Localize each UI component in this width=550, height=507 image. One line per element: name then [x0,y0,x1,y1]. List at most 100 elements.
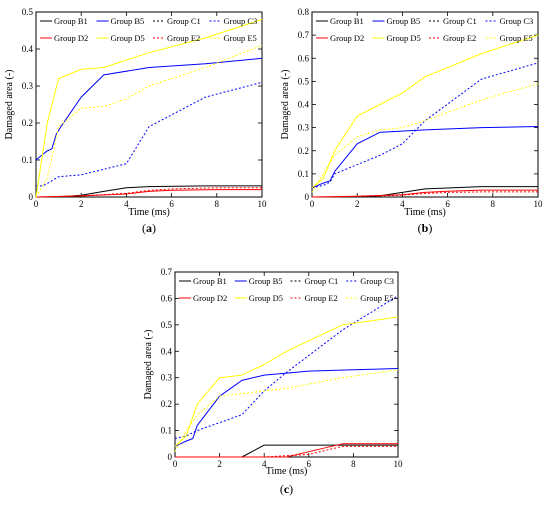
y-tick-label: 0.7 [298,30,310,40]
series-line-group-d5 [174,316,399,447]
plot-frame [35,11,263,198]
legend-label: Group E5 [360,293,393,303]
x-tick-label: 10 [534,199,544,209]
legend-label: Group E2 [305,293,338,303]
series-line-group-e5 [311,83,539,193]
x-tick-label: 2 [79,199,84,209]
plot-frame [174,271,399,458]
series-line-group-b5 [35,57,263,161]
legend-label: Group C3 [224,16,258,26]
series-line-group-e5 [35,44,263,198]
x-tick-label: 2 [355,199,360,209]
y-tick-label: 0.5 [161,320,173,330]
y-tick-label: 0.1 [22,155,33,165]
y-axis-label: Damaged area (-) [143,330,154,400]
y-tick-label: 0.8 [298,7,310,17]
series-line-group-c3 [311,62,539,189]
x-tick-label: 10 [394,459,404,469]
y-tick-label: 0.2 [298,146,309,156]
x-tick-label: 4 [124,199,129,209]
legend-label: Group D5 [249,293,283,303]
legend-label: Group D2 [330,33,364,43]
x-tick-label: 6 [445,199,450,209]
legend-label: Group B5 [387,16,421,26]
panel-caption-close: ) [289,482,293,496]
y-tick-label: 0.1 [298,169,309,179]
series-line-group-e5 [174,369,399,452]
y-tick-label: 0.2 [22,118,33,128]
panel-caption: (a) [142,221,156,235]
y-tick-label: 0.3 [161,373,173,383]
panel-caption: (b) [418,221,433,235]
y-tick-label: 0.1 [161,426,172,436]
legend-label: Group D2 [54,33,88,43]
x-axis-label: Time (ms) [266,466,308,477]
x-tick-label: 0 [173,459,178,469]
legend-label: Group B1 [193,276,227,286]
y-tick-label: 0.6 [298,53,310,63]
series-line-group-b5 [174,368,399,447]
y-tick-label: 0.3 [22,81,34,91]
legend-label: Group B1 [330,16,364,26]
chart-panel-b: 0 2 4 6 8 10 0 0.1 0.2 0.3 0.4 0.5 0.6 0.7 0.8 Time (ms… [280,7,543,235]
y-tick-label: 0.4 [298,100,310,110]
y-tick-label: 0 [305,192,310,202]
panel-caption-close: ) [428,221,432,235]
panel-caption-open: ( [280,482,284,496]
panel-caption-letter: b [422,221,429,235]
y-tick-label: 0.2 [161,399,172,409]
series-line-group-e2 [175,445,398,458]
x-tick-label: 8 [351,459,356,469]
chart-panel-c: 0 2 4 6 8 10 0 0.1 0.2 0.3 0.4 0.5 0.6 0.7 Time (ms) Da… [143,267,403,496]
x-tick-label: 4 [400,199,405,209]
series-line-group-b5 [311,126,539,189]
x-tick-label: 0 [34,199,39,209]
legend-label: Group D5 [387,33,421,43]
legend: Group B1 Group B5 Group C1 Group C3 Group D2… [316,16,533,43]
legend-label: Group D2 [193,293,227,303]
legend-label: Group B1 [54,16,88,26]
legend-label: Group C1 [443,16,477,26]
legend-label: Group C3 [500,16,534,26]
legend-label: Group C1 [167,16,201,26]
panel-caption-letter: a [146,221,152,235]
panel-caption-letter: c [284,482,290,496]
x-tick-label: 6 [307,459,312,469]
y-tick-label: 0 [168,452,173,462]
panel-caption-close: ) [152,221,156,235]
legend: Group B1 Group B5 Group C1 Group C3 Group D2… [40,16,257,43]
legend-label: Group C1 [305,276,339,286]
y-tick-label: 0.4 [22,44,34,54]
panel-caption-open: ( [142,221,146,235]
panel-caption: (c) [280,482,293,496]
panel-caption-open: ( [418,221,422,235]
x-tick-label: 8 [215,199,220,209]
x-tick-label: 4 [262,459,267,469]
y-axis-label: Damaged area (-) [280,70,291,140]
x-tick-label: 10 [258,199,268,209]
legend-label: Group E5 [500,33,533,43]
y-tick-label: 0.5 [22,7,34,17]
x-axis-label: Time (ms) [128,207,170,218]
x-tick-label: 6 [169,199,174,209]
legend-label: Group B5 [249,276,283,286]
legend-label: Group D5 [111,33,145,43]
series-line-group-d5 [311,34,539,189]
legend: Group B1 Group B5 Group C1 Group C3 Group D2… [179,276,394,303]
x-axis-label: Time (ms) [404,207,446,218]
chart-panel-a: 0 2 4 6 8 10 0 0.1 0.2 0.3 0.4 0.5 Time (ms) Damaged … [4,7,267,235]
series-line-group-e2 [35,187,262,198]
y-tick-label: 0.4 [161,346,173,356]
series-line-group-e2 [311,191,538,198]
y-tick-label: 0 [29,192,34,202]
x-tick-label: 0 [310,199,315,209]
y-tick-label: 0.6 [161,293,173,303]
y-axis-label: Damaged area (-) [4,70,15,140]
y-tick-label: 0.3 [298,123,310,133]
series-line-group-c3 [36,81,263,187]
plot-frame [311,11,539,198]
x-tick-label: 2 [217,459,222,469]
x-tick-label: 8 [491,199,496,209]
legend-label: Group C3 [360,276,394,286]
